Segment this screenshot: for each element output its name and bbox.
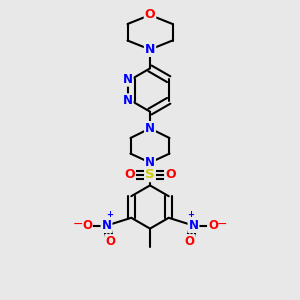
Text: O: O <box>165 168 176 181</box>
Text: N: N <box>123 73 133 86</box>
Text: S: S <box>145 168 155 181</box>
Text: S: S <box>145 168 155 181</box>
Text: N: N <box>145 156 155 169</box>
Text: +: + <box>106 210 113 219</box>
Text: −: − <box>73 218 83 231</box>
Text: O: O <box>145 8 155 22</box>
Text: O: O <box>208 219 218 232</box>
Text: O: O <box>82 219 92 232</box>
Text: −: − <box>217 218 227 231</box>
Text: O: O <box>105 235 116 248</box>
Text: O: O <box>124 168 135 181</box>
Text: +: + <box>187 210 194 219</box>
Text: O: O <box>124 168 135 181</box>
Text: N: N <box>145 43 155 56</box>
Text: N: N <box>145 122 155 135</box>
Text: O: O <box>165 168 176 181</box>
Text: O: O <box>184 235 195 248</box>
Text: N: N <box>188 219 199 232</box>
Text: N: N <box>123 94 133 107</box>
Text: N: N <box>101 219 112 232</box>
